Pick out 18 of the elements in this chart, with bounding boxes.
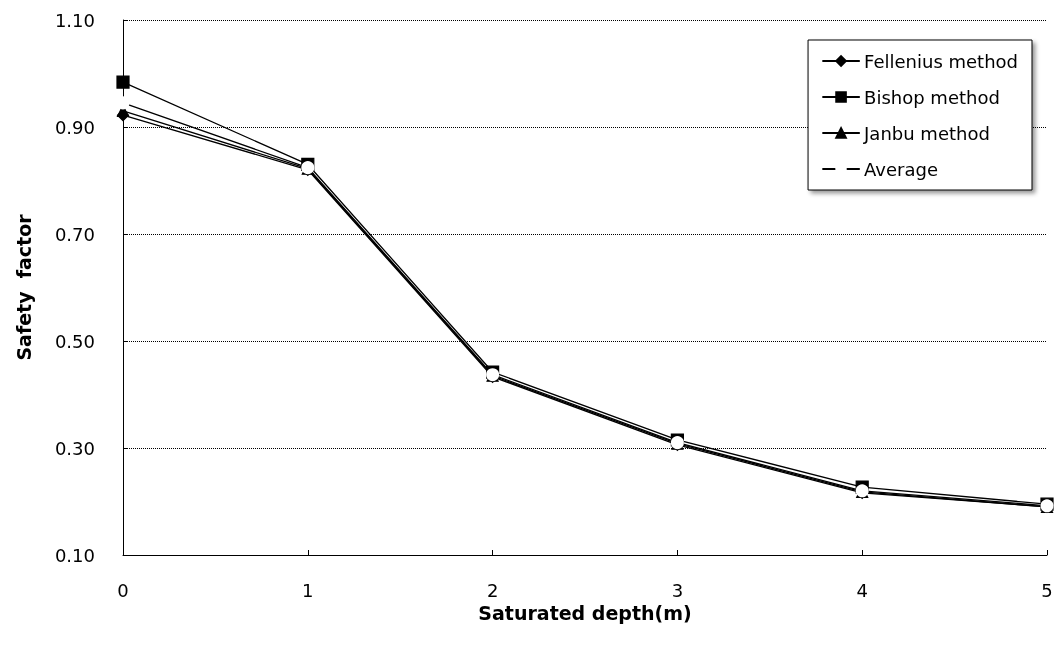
y-tick-label: 0.90 [54, 116, 95, 138]
x-tick-label: 4 [856, 579, 868, 601]
x-tick-label: 3 [671, 579, 684, 601]
x-tick-label: 2 [486, 579, 499, 601]
x-axis-title: Saturated depth(m) [478, 602, 692, 625]
legend-label: Janbu method [863, 122, 990, 144]
y-tick-label: 0.70 [54, 223, 95, 245]
y-axis-title: Safety factor [12, 213, 35, 361]
x-tick-label: 0 [117, 579, 129, 601]
legend-label: Average [864, 158, 938, 180]
x-tick-label: 1 [302, 579, 314, 601]
y-tick-label: 0.10 [54, 544, 95, 566]
y-tick-label: 0.30 [54, 437, 95, 459]
x-tick-label: 5 [1041, 579, 1053, 601]
legend-label: Bishop method [864, 86, 1000, 108]
legend-label: Fellenius method [864, 50, 1018, 72]
y-tick-label: 0.50 [54, 330, 95, 352]
y-tick-label: 1.10 [54, 9, 95, 31]
